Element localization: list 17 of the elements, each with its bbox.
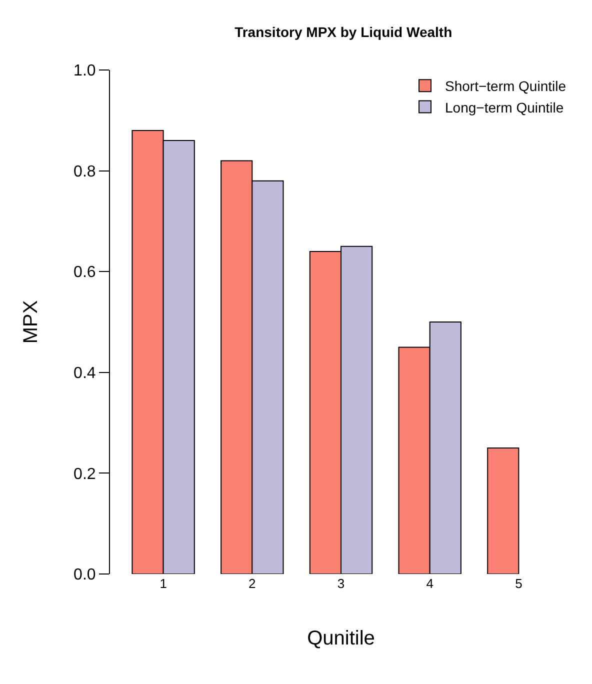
x-tick-label: 4 <box>426 576 434 591</box>
bar <box>487 448 520 574</box>
y-axis-title: MPX <box>20 300 42 344</box>
y-tick-label: 0.4 <box>74 365 96 382</box>
y-tick-label: 0.0 <box>74 566 96 584</box>
x-tick-label: 5 <box>515 576 522 591</box>
x-tick-label: 2 <box>248 576 256 591</box>
y-tick-label: 0.2 <box>74 466 96 483</box>
legend-label: Long−term Quintile <box>445 99 564 116</box>
chart-title: Transitory MPX by Liquid Wealth <box>234 24 452 40</box>
x-tick-label: 1 <box>160 576 167 591</box>
x-axis-title: Qunitile <box>307 628 375 650</box>
y-tick-label: 0.6 <box>74 264 96 282</box>
x-tick-label: 3 <box>337 576 345 591</box>
legend-label: Short−term Quintile <box>445 78 566 94</box>
y-tick-label: 1.0 <box>74 62 96 80</box>
y-tick-label: 0.8 <box>74 163 96 180</box>
